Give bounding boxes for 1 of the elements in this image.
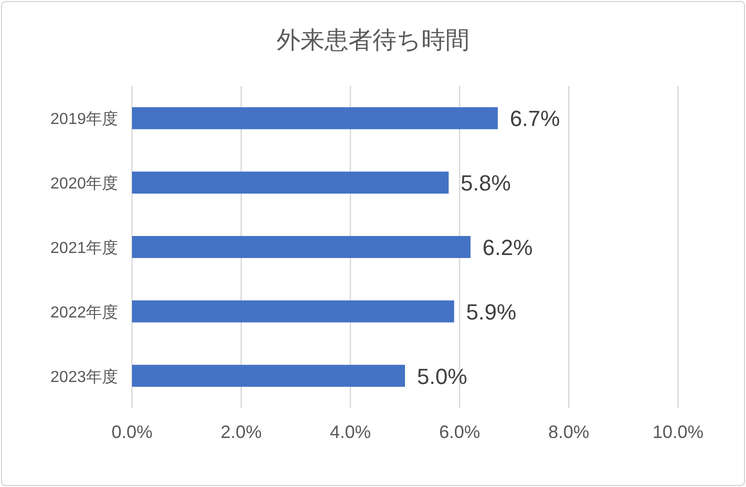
title: 外来患者待ち時間 bbox=[276, 27, 470, 54]
